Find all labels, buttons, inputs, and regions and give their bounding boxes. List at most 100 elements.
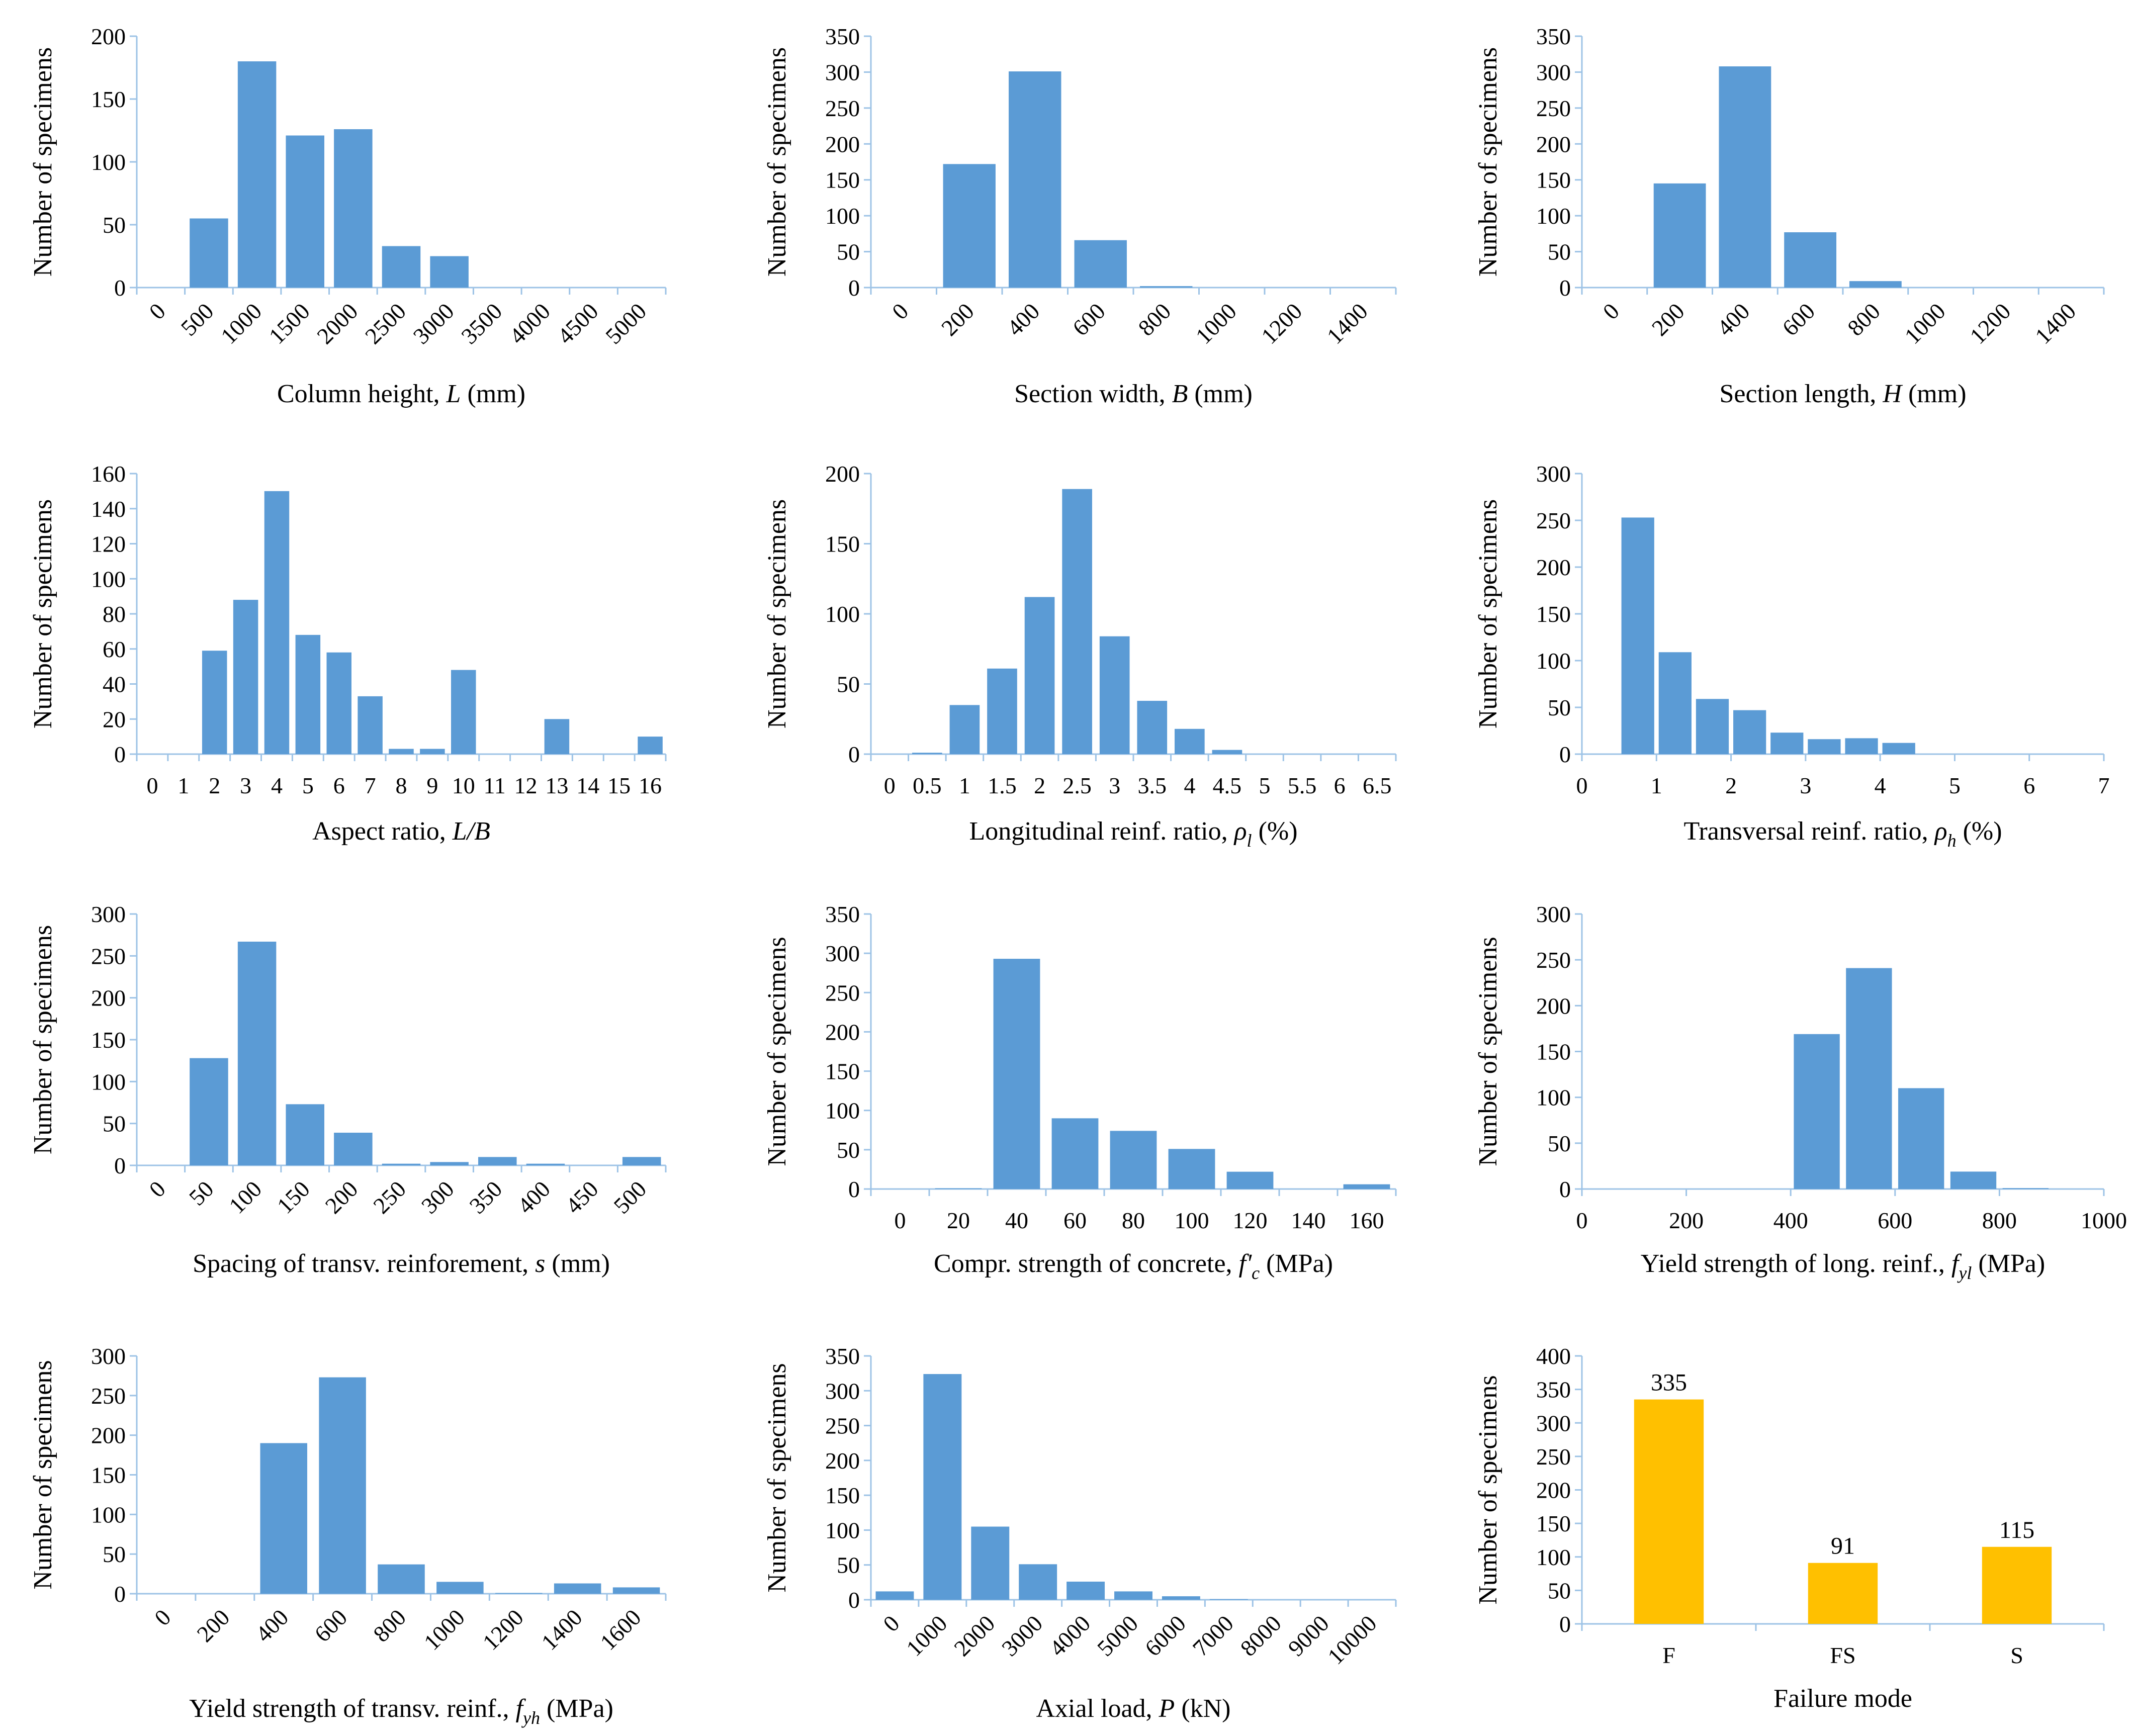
- x-tick-label: 5: [302, 773, 314, 798]
- x-tick-label: 4: [1184, 773, 1195, 798]
- y-axis-title: Number of specimens: [29, 499, 57, 728]
- y-tick-label: 250: [825, 1413, 860, 1439]
- y-tick-label: 200: [91, 1423, 126, 1448]
- x-tick-label: 60: [1063, 1208, 1087, 1233]
- x-tick-label: 0: [1598, 298, 1624, 324]
- y-tick-label: 0: [1559, 1611, 1571, 1637]
- x-tick-label: 400: [512, 1176, 555, 1219]
- chart-transversal-reinf-ratio: 0 50 100 150 200 250 300 Number of specimens 0 1 2…: [1474, 461, 2110, 851]
- y-tick-label: 50: [837, 1552, 860, 1578]
- x-tick-label: 0: [887, 298, 913, 324]
- bar: [264, 491, 290, 754]
- bar: [1696, 699, 1729, 754]
- y-tick-label: 0: [114, 742, 126, 767]
- y-tick-label: 350: [825, 24, 860, 49]
- y-axis-title: Number of specimens: [1474, 937, 1502, 1166]
- bar: [319, 1377, 366, 1594]
- y-tick-label: 250: [1536, 508, 1571, 533]
- x-tick-label: 5: [1949, 773, 1961, 798]
- x-tick-label: 6: [2023, 773, 2035, 798]
- x-axis-title: Compr. strength of concrete, f'c (MPa): [934, 1249, 1333, 1283]
- y-tick-label: 150: [91, 1463, 126, 1488]
- bar: [382, 246, 421, 288]
- x-tick-label: 5.5: [1288, 773, 1317, 798]
- x-axis-title: Transversal reinf. ratio, ρh (%): [1683, 817, 2002, 851]
- bar: [1898, 1088, 1944, 1189]
- x-tick-label: 1200: [478, 1604, 528, 1655]
- x-tick-label: 3: [240, 773, 251, 798]
- bar: [2002, 1188, 2049, 1189]
- y-tick-label: 150: [825, 167, 860, 193]
- x-tick-label: 16: [639, 773, 662, 798]
- y-axis-title: Number of specimens: [29, 47, 57, 277]
- x-tick-label: 13: [545, 773, 568, 798]
- bar: [420, 749, 445, 754]
- x-tick-label: 0: [149, 1604, 175, 1630]
- y-axis-title: Number of specimens: [1474, 499, 1502, 728]
- y-axis-title: Number of specimens: [29, 1360, 57, 1589]
- x-tick-label: 3000: [408, 298, 459, 349]
- y-axis-title: Number of specimens: [763, 499, 791, 728]
- x-tick-label: 5000: [600, 298, 651, 349]
- x-tick-label: 0: [146, 773, 158, 798]
- x-tick-label: 8000: [1235, 1610, 1286, 1661]
- x-tick-label: 0: [144, 298, 170, 324]
- x-tick-label: 200: [320, 1176, 363, 1219]
- x-tick-label: 80: [1122, 1208, 1145, 1233]
- bar: [382, 1163, 421, 1165]
- bar: [1770, 733, 1804, 754]
- x-tick-label: 600: [1777, 298, 1820, 341]
- bar: [638, 737, 663, 754]
- bar: [612, 1587, 660, 1594]
- x-tick-label: 1200: [1965, 298, 2015, 349]
- chart-section-width: 0 50 100 150 200 250 300 350 Number of specimens…: [763, 24, 1397, 408]
- x-tick-label: 11: [483, 773, 505, 798]
- bar: [286, 135, 324, 288]
- y-tick-label: 40: [103, 672, 126, 697]
- x-tick-label: 100: [224, 1176, 266, 1219]
- bar: [1658, 652, 1692, 754]
- y-axis-title: Number of specimens: [763, 937, 791, 1166]
- chart-yield-strength-long-reinf: 0 50 100 150 200 250 300 Number of specimens 0 20…: [1474, 901, 2127, 1283]
- bar: [1175, 728, 1205, 754]
- bar: [1114, 1591, 1152, 1600]
- y-tick-label: 0: [848, 742, 860, 767]
- bar: [1621, 517, 1654, 754]
- x-tick-label: 2: [1725, 773, 1737, 798]
- x-tick-label: 9: [426, 773, 438, 798]
- x-tick-label: 3.5: [1138, 773, 1167, 798]
- y-tick-label: 150: [825, 531, 860, 557]
- bar: [190, 218, 228, 288]
- bar: [237, 61, 277, 288]
- x-tick-label: 1: [959, 773, 970, 798]
- bar: [1137, 700, 1168, 754]
- x-tick-label: 450: [561, 1176, 603, 1219]
- bar: [993, 959, 1040, 1189]
- x-tick-label: 4: [1875, 773, 1886, 798]
- x-tick-label: 7: [2098, 773, 2110, 798]
- y-tick-label: 0: [114, 275, 126, 301]
- y-tick-label: 350: [825, 1343, 860, 1369]
- bar: [430, 1162, 469, 1165]
- bar: [1719, 66, 1771, 288]
- bar: [260, 1443, 307, 1594]
- bar: [237, 942, 277, 1165]
- chart-section-length: 0 50 100 150 200 250 300 350 Number of specimens…: [1474, 24, 2105, 408]
- x-tick-label: 15: [607, 773, 631, 798]
- x-tick-label: 3500: [456, 298, 507, 349]
- y-tick-label: 50: [837, 672, 860, 697]
- x-tick-label: 200: [1647, 298, 1690, 341]
- bar: [987, 668, 1017, 754]
- y-tick-label: 250: [1536, 947, 1571, 973]
- x-tick-label: 0: [878, 1610, 904, 1636]
- y-tick-label: 300: [91, 901, 126, 927]
- x-tick-label: 1400: [2030, 298, 2081, 349]
- y-tick-label: 250: [91, 943, 126, 969]
- y-tick-label: 150: [1536, 1511, 1571, 1536]
- bar: [1882, 743, 1915, 754]
- y-tick-label: 150: [825, 1483, 860, 1508]
- bar: [1982, 1546, 2052, 1624]
- bar: [495, 1593, 543, 1594]
- x-tick-label: 0: [884, 773, 896, 798]
